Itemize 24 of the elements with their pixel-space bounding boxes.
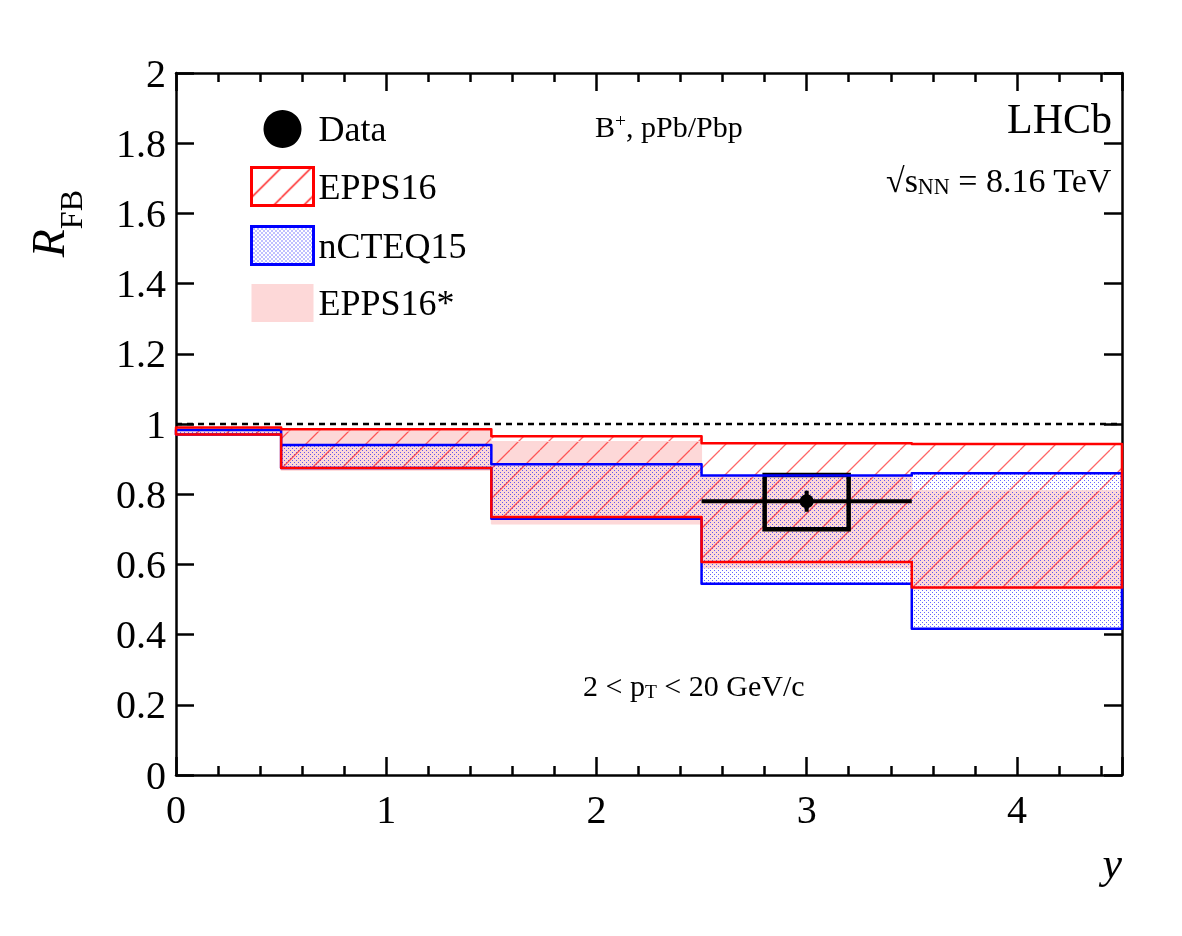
annotation: LHCb	[1007, 96, 1112, 142]
y-tick-label: 1.6	[116, 190, 166, 236]
y-tick-label: 0.8	[116, 471, 166, 517]
y-tick-label: 0	[146, 752, 166, 798]
x-tick-label: 3	[796, 786, 817, 832]
y-tick-label: 1.8	[116, 120, 166, 166]
legend-label: EPPS16	[318, 166, 437, 207]
y-tick-label: 2	[146, 50, 166, 96]
legend-label: EPPS16*	[318, 283, 455, 323]
x-tick-label: 4	[1006, 786, 1027, 832]
legend-label: nCTEQ15	[318, 225, 467, 266]
annotation: 2 < pT < 20 GeV/c	[583, 668, 805, 702]
y-tick-label: 1	[146, 401, 166, 447]
y-tick-label: 0.4	[116, 612, 166, 658]
x-axis-title: y	[1098, 838, 1123, 888]
x-tick-label: 2	[586, 786, 607, 832]
x-tick-label: 1	[376, 786, 397, 832]
y-tick-label: 1.4	[116, 261, 166, 307]
y-tick-label: 0.2	[116, 682, 166, 728]
annotation: √sNN = 8.16 TeV	[885, 161, 1112, 200]
legend-label: Data	[318, 109, 387, 149]
y-tick-label: 0.6	[116, 541, 166, 587]
annotation: B+, pPb/Pbp	[595, 109, 743, 144]
y-tick-label: 1.2	[116, 331, 166, 377]
